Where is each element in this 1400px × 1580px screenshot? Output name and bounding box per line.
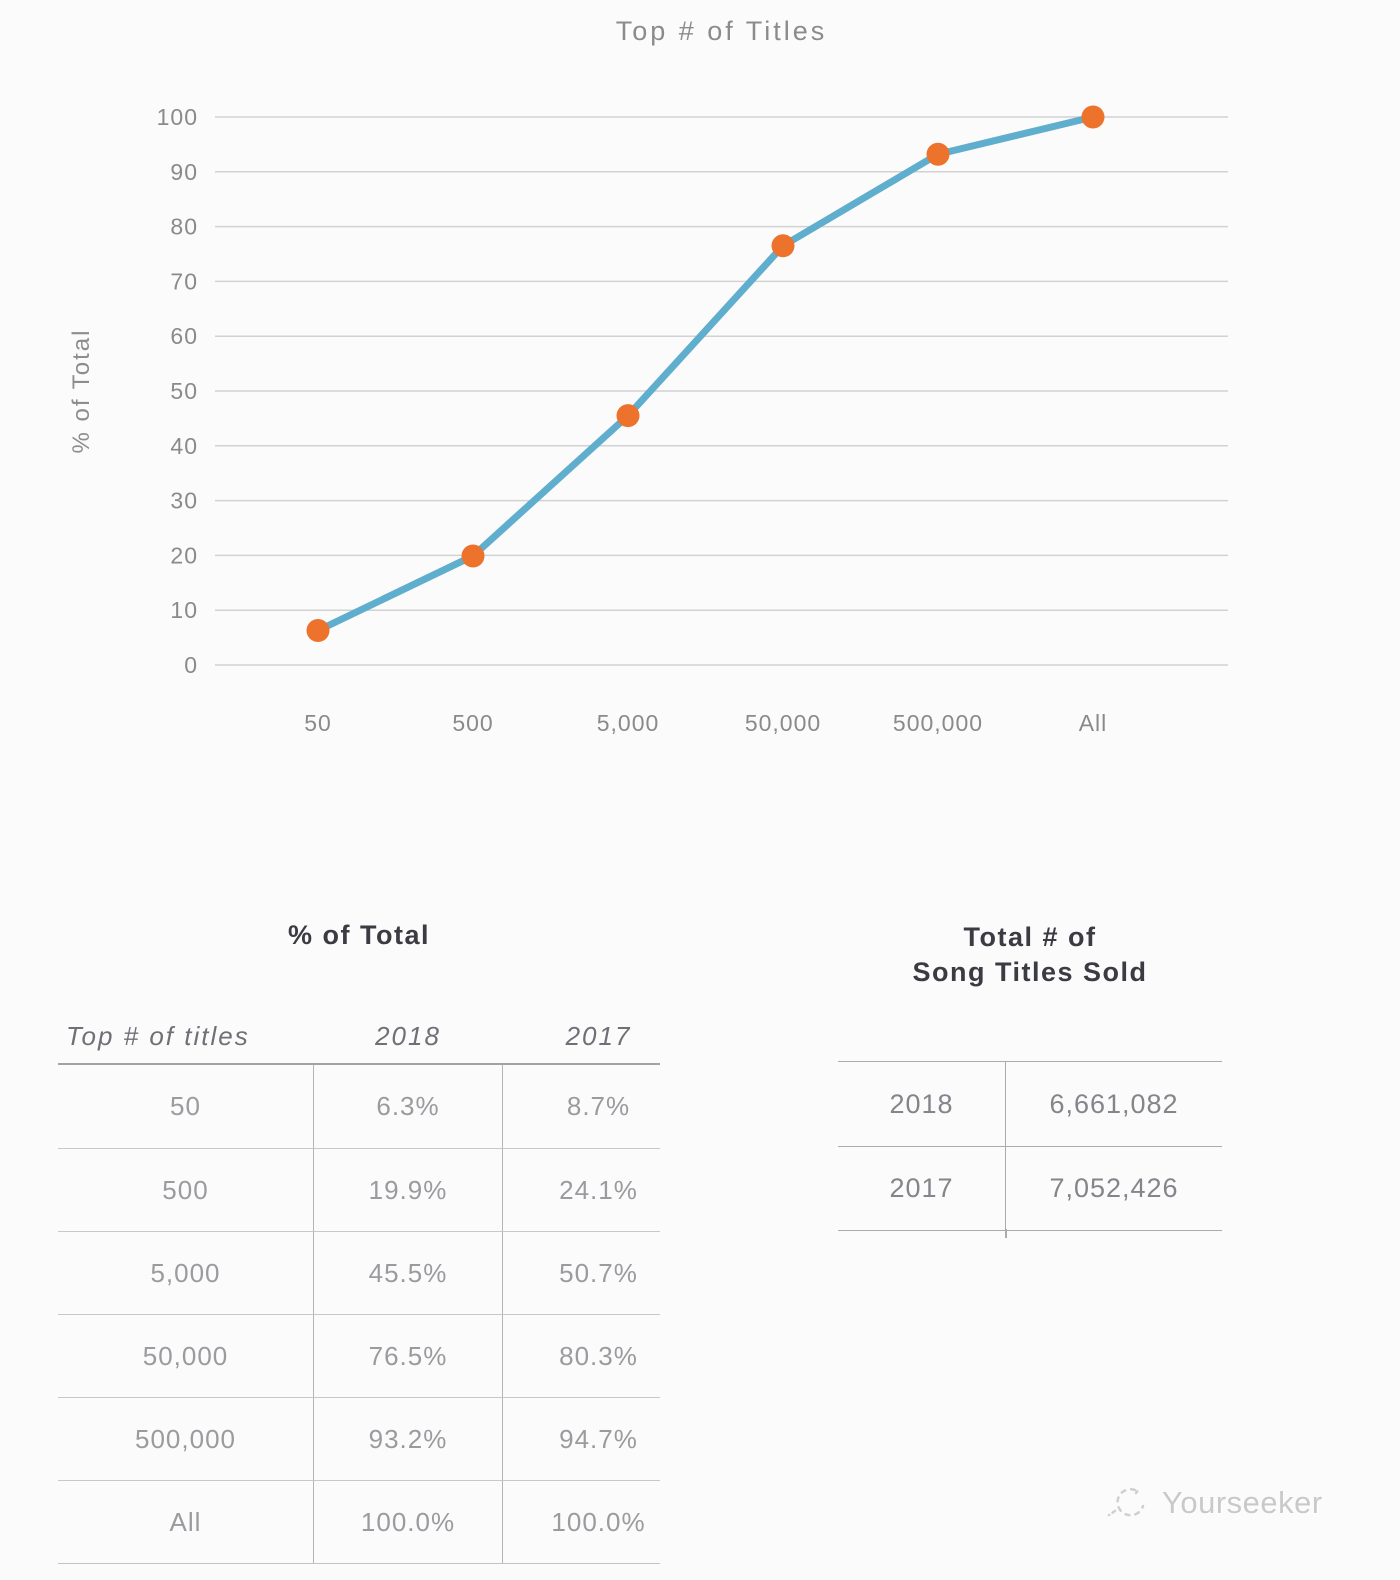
svg-text:0: 0 [184,652,198,678]
svg-text:20: 20 [170,542,198,568]
svg-text:90: 90 [170,159,198,185]
svg-text:70: 70 [170,268,198,294]
totals-table-title-line2: Song Titles Sold [912,957,1148,987]
percent-table-body: 50 6.3% 8.7% 500 19.9% 24.1% 5,000 45.5%… [58,1063,660,1564]
year-label: 2017 [838,1146,1006,1230]
svg-text:60: 60 [170,323,198,349]
value-2017: 94.7% [503,1397,660,1480]
row-label: 500 [58,1148,313,1231]
svg-text:40: 40 [170,433,198,459]
svg-text:80: 80 [170,214,198,240]
value-2017: 50.7% [503,1231,660,1314]
svg-text:30: 30 [170,488,198,514]
row-label: 500,000 [58,1397,313,1480]
row-label: 50,000 [58,1314,313,1397]
value-2018: 93.2% [313,1397,503,1480]
percent-table-title: % of Total [288,920,430,950]
column-header-top-titles: Top # of titles [66,1021,250,1051]
totals-table: 2018 6,661,082 2017 7,052,426 [838,1061,1222,1231]
row-label: 5,000 [58,1231,313,1314]
svg-text:500,000: 500,000 [893,710,983,736]
percent-table-header: Top # of titles 2018 2017 [58,1010,660,1063]
svg-text:50,000: 50,000 [745,710,821,736]
totals-table-title: Total # of Song Titles Sold [838,920,1222,990]
svg-text:500: 500 [452,710,493,736]
total-value: 6,661,082 [1049,1088,1179,1119]
svg-text:All: All [1079,710,1108,736]
value-2018: 100.0% [313,1480,503,1563]
table-divider [1005,1229,1007,1238]
svg-text:50: 50 [304,710,332,736]
total-value: 7,052,426 [1006,1146,1222,1230]
column-header-2018: 2018 [375,1021,441,1051]
watermark: Yourseeker [1106,1480,1323,1526]
watermark-text: Yourseeker [1162,1485,1323,1520]
value-2017: 100.0% [503,1480,660,1563]
svg-text:5,000: 5,000 [597,710,660,736]
value-2017: 80.3% [503,1314,660,1397]
svg-text:100: 100 [157,104,198,130]
svg-text:50: 50 [170,378,198,404]
year-label: 2018 [838,1062,1006,1146]
yourseeker-logo-icon [1107,1487,1145,1517]
column-header-2017: 2017 [565,1021,632,1051]
line-chart: 0 10 20 30 40 50 60 70 80 90 100 50 500 5,000 50,000 50… [157,104,1228,736]
totals-table-title-line1: Total # of [963,922,1097,952]
value-2018: 76.5% [313,1314,503,1397]
chart-title: Top # of Titles [615,16,828,46]
value-2018: 45.5% [313,1231,503,1314]
value-2018: 19.9% [313,1148,503,1231]
row-label: 50 [170,1091,201,1121]
value-2017: 8.7% [566,1091,631,1121]
svg-text:10: 10 [170,597,198,623]
value-2017: 24.1% [503,1148,660,1231]
row-label: All [58,1480,313,1563]
value-2018: 6.3% [313,1065,503,1148]
